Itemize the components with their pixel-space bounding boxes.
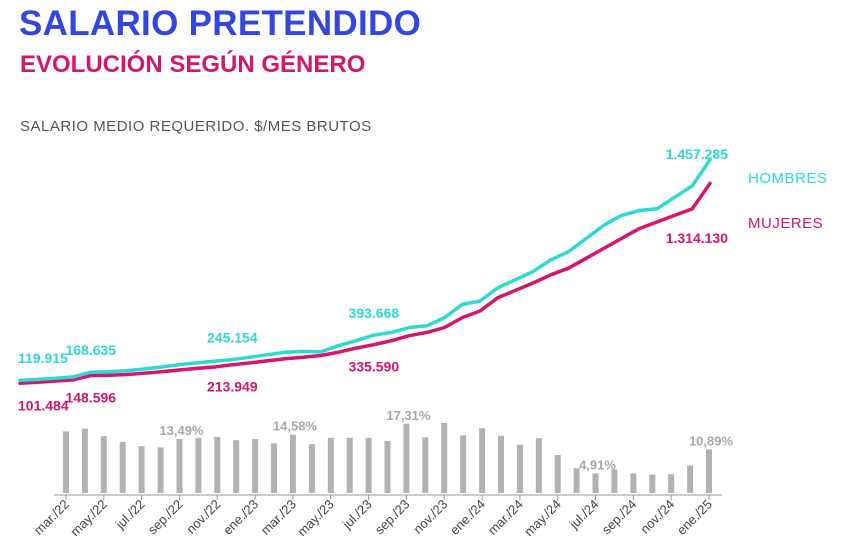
data-label: 119.915 [18, 350, 68, 366]
bar-data-label: 4,91% [579, 457, 616, 472]
gap-bar [535, 438, 542, 493]
line-mujeres [18, 181, 712, 386]
gap-bar [573, 468, 580, 493]
legend-item-hombres: HOMBRES [748, 170, 827, 187]
gap-bar [81, 428, 88, 493]
gap-bar [252, 439, 259, 493]
data-label: 1.457.285 [666, 146, 728, 162]
salary-lines [18, 158, 712, 386]
bar-data-label: 13,49% [159, 423, 204, 438]
x-tick-label: mar./23 [258, 497, 299, 538]
gap-bar [176, 439, 183, 493]
legend: HOMBRES MUJERES [748, 170, 827, 232]
data-label: 148.596 [65, 390, 116, 406]
x-tick-label: jul./24 [566, 497, 602, 533]
gap-bar [157, 447, 164, 493]
gap-bar [611, 469, 618, 493]
x-tick-label: nov./22 [183, 497, 223, 537]
x-tick-label: nov./23 [410, 497, 450, 537]
gap-bar [289, 434, 296, 493]
gap-bar [479, 428, 486, 493]
gap-bar [706, 449, 712, 493]
x-tick-label: mar./22 [31, 497, 72, 538]
gap-bar [119, 441, 126, 493]
x-tick-label: sep./23 [372, 497, 413, 538]
x-tick-label: sep./24 [599, 497, 640, 538]
bar-data-label: 14,58% [273, 419, 318, 434]
data-label: 393.668 [349, 305, 400, 321]
gap-bar [327, 437, 334, 493]
gap-bar [138, 446, 145, 493]
chart-subtitle: EVOLUCIÓN SEGÚN GÉNERO [20, 51, 366, 78]
x-tick-label: may./22 [67, 497, 110, 540]
gap-bar [422, 437, 429, 493]
gap-bar [384, 441, 391, 493]
x-tick-label: ene./24 [447, 497, 488, 538]
gap-bar [516, 444, 523, 493]
gap-bar [498, 435, 504, 493]
bar-data-label: 10,89% [689, 433, 734, 448]
chart-title: SALARIO PRETENDIDO [19, 4, 422, 43]
gap-bar [214, 437, 221, 493]
x-tick-label: mar./24 [485, 497, 526, 538]
gap-bar [308, 444, 315, 493]
x-tick-label: nov./24 [637, 497, 677, 537]
gap-bar [100, 436, 107, 493]
x-tick-label: may./23 [294, 497, 337, 540]
gap-bar [554, 455, 561, 493]
gap-bar [687, 465, 694, 493]
gap-bar [649, 474, 656, 493]
gap-bar [441, 423, 448, 493]
gap-bar [271, 443, 277, 493]
data-label: 213.949 [207, 379, 258, 395]
x-tick-label: jul./22 [112, 497, 148, 533]
gap-bar [460, 435, 467, 493]
x-tick-label: may./24 [521, 497, 564, 540]
gap-bar [346, 437, 353, 493]
gap-bar [195, 437, 202, 493]
data-label: 101.484 [18, 397, 69, 413]
gap-bar [233, 440, 240, 493]
legend-item-mujeres: MUJERES [748, 215, 823, 232]
gap-bar [630, 473, 637, 493]
gap-bars: 13,49% 14,58% 17,31% 4,91% 10,89% [63, 408, 733, 493]
data-label: 335.590 [349, 359, 400, 375]
x-tick-label: jul./23 [339, 497, 375, 533]
gap-bar [592, 473, 599, 493]
data-label: 1.314.130 [666, 230, 728, 246]
gap-bar [403, 423, 410, 493]
x-tick-label: sep./22 [145, 497, 186, 538]
bar-data-label: 17,31% [386, 408, 431, 423]
chart-caption: SALARIO MEDIO REQUERIDO. $/MES BRUTOS [20, 118, 372, 135]
line-hombres [18, 158, 712, 382]
data-label: 168.635 [65, 342, 116, 358]
gap-bar [63, 431, 69, 493]
x-tick-label: ene./23 [220, 497, 261, 538]
gap-bar [365, 437, 372, 493]
x-tick-label: ene./25 [674, 497, 715, 538]
gap-bar [668, 474, 675, 493]
data-label: 245.154 [207, 330, 258, 346]
